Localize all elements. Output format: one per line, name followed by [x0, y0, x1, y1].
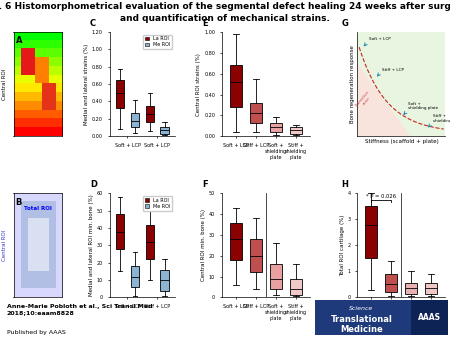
Text: Science: Science — [349, 306, 373, 311]
Y-axis label: Central ROI min. bone (%): Central ROI min. bone (%) — [201, 210, 206, 282]
Text: Stiff +
shielding plate: Stiff + shielding plate — [433, 114, 450, 123]
PathPatch shape — [290, 127, 302, 134]
Legend: La ROI, Me ROI: La ROI, Me ROI — [144, 34, 172, 49]
Bar — [410, 300, 448, 335]
Text: Published by AAAS: Published by AAAS — [7, 330, 66, 335]
Text: Fig. 6 Histomorphometrical evaluation of the segmental defect healing 24 weeks a: Fig. 6 Histomorphometrical evaluation of… — [0, 2, 450, 11]
PathPatch shape — [131, 113, 139, 127]
PathPatch shape — [290, 279, 302, 295]
PathPatch shape — [161, 270, 169, 290]
Y-axis label: Medial and lateral strains (%): Medial and lateral strains (%) — [84, 44, 89, 125]
PathPatch shape — [405, 283, 418, 293]
Text: Total ROI: Total ROI — [24, 206, 52, 211]
Text: Soft +
shielding plate: Soft + shielding plate — [409, 101, 439, 110]
Text: E: E — [202, 19, 208, 28]
Text: Central ROI: Central ROI — [2, 69, 7, 100]
Legend: La ROI, Me ROI: La ROI, Me ROI — [144, 196, 172, 211]
Text: * P = 0.026: * P = 0.026 — [366, 194, 396, 199]
Text: H: H — [342, 180, 348, 189]
PathPatch shape — [116, 80, 124, 108]
X-axis label: Stiffness (scaffold + plate): Stiffness (scaffold + plate) — [364, 139, 438, 144]
PathPatch shape — [116, 214, 124, 249]
Text: G: G — [342, 19, 348, 28]
Text: B: B — [15, 197, 22, 207]
PathPatch shape — [230, 66, 242, 107]
Text: C: C — [90, 19, 96, 28]
PathPatch shape — [270, 264, 282, 289]
PathPatch shape — [146, 106, 154, 122]
Text: D: D — [90, 180, 97, 189]
PathPatch shape — [250, 239, 262, 272]
PathPatch shape — [426, 283, 437, 293]
PathPatch shape — [365, 207, 378, 259]
Text: AAAS: AAAS — [418, 313, 441, 322]
PathPatch shape — [270, 123, 282, 132]
Text: Stiff + LCP: Stiff + LCP — [382, 68, 404, 72]
Y-axis label: Total ROI cartilage (%): Total ROI cartilage (%) — [340, 215, 345, 276]
Polygon shape — [357, 63, 410, 136]
Y-axis label: Central ROI strains (%): Central ROI strains (%) — [197, 53, 202, 116]
PathPatch shape — [161, 127, 169, 134]
PathPatch shape — [146, 225, 154, 259]
Text: F: F — [202, 180, 208, 189]
PathPatch shape — [230, 222, 242, 260]
Text: Medicine: Medicine — [340, 324, 383, 334]
Text: A: A — [15, 36, 22, 45]
Text: Soft + LCP: Soft + LCP — [369, 38, 391, 42]
Text: Translational: Translational — [330, 315, 392, 324]
Y-axis label: Medial and lateral ROI min. bone (%): Medial and lateral ROI min. bone (%) — [89, 195, 94, 296]
PathPatch shape — [386, 274, 397, 292]
Text: Anne-Marie Pobloth et al., Sci Transl Med
2018;10:eaam8828: Anne-Marie Pobloth et al., Sci Transl Me… — [7, 304, 152, 315]
Text: and quantification of mechanical strains.: and quantification of mechanical strains… — [120, 14, 330, 23]
PathPatch shape — [250, 103, 262, 123]
Text: Transition
zone: Transition zone — [355, 89, 374, 110]
PathPatch shape — [131, 266, 139, 287]
Y-axis label: Bone regeneration response: Bone regeneration response — [350, 45, 355, 123]
Text: Central ROI: Central ROI — [2, 230, 7, 261]
